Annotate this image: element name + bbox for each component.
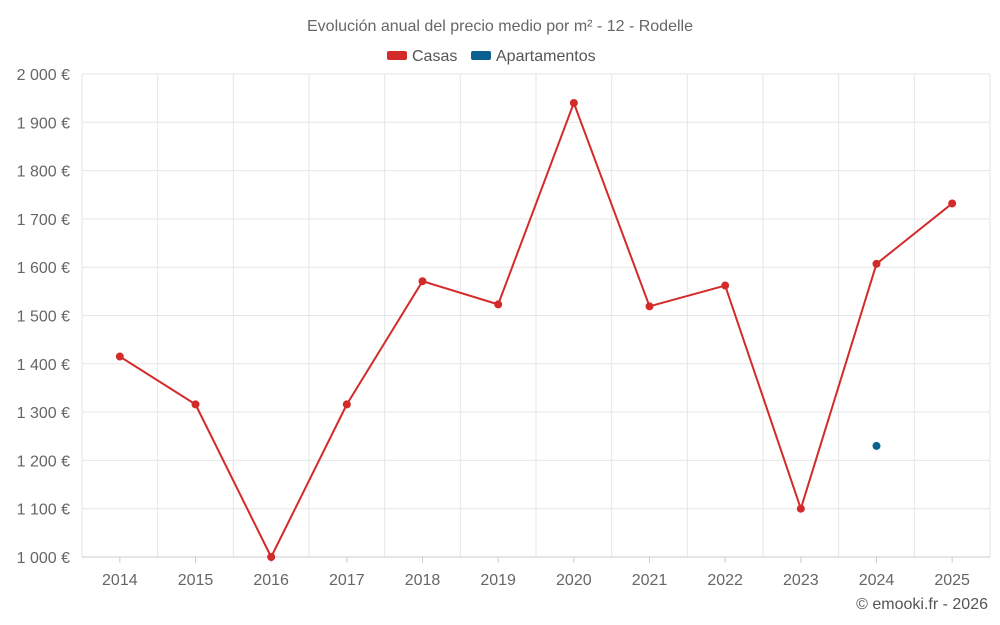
series [115,98,957,561]
legend-label-casas: Casas [412,48,457,65]
y-tick-label: 1 700 € [17,212,70,229]
x-tick-label: 2024 [859,572,895,589]
data-point-casas-2025[interactable] [948,199,957,208]
series-line-casas [119,101,953,558]
data-point-casas-2021[interactable] [645,302,654,311]
x-tick-label: 2019 [480,572,516,589]
y-tick-label: 1 000 € [17,550,70,567]
legend-swatch-apartamentos [471,51,491,60]
series-apartamentos [872,441,881,450]
axes: 1 000 € 1 100 € 1 200 € 1 300 € 1 400 € 1 500… [17,67,990,589]
legend-swatch-casas [387,51,407,60]
data-point-casas-2023[interactable] [796,504,805,513]
x-tick-label: 2022 [707,572,743,589]
data-point-casas-2022[interactable] [721,281,730,290]
x-tick-label: 2020 [556,572,592,589]
credit-text: © emooki.fr - 2026 [856,596,988,613]
data-point-casas-2024[interactable] [872,259,881,268]
y-tick-label: 1 800 € [17,164,70,181]
x-tick-label: 2018 [405,572,441,589]
x-tick-label: 2014 [102,572,138,589]
data-point-apartamentos-2024[interactable] [872,441,881,450]
data-point-casas-2015[interactable] [191,400,200,409]
legend[interactable]: Casas Apartamentos [387,48,596,65]
legend-label-apartamentos: Apartamentos [496,48,596,65]
chart-title: Evolución anual del precio medio por m² … [307,18,693,35]
x-tick-label: 2025 [934,572,970,589]
y-tick-label: 1 500 € [17,309,70,326]
x-tick-label: 2015 [178,572,214,589]
data-point-casas-2018[interactable] [418,277,427,286]
data-point-casas-2019[interactable] [494,300,503,309]
data-point-casas-2017[interactable] [342,400,351,409]
data-point-casas-2016[interactable] [267,553,276,561]
x-tick-label: 2023 [783,572,819,589]
y-tick-label: 1 600 € [17,260,70,277]
y-tick-label: 2 000 € [17,67,70,84]
y-tick-label: 1 900 € [17,115,70,132]
y-tick-label: 1 300 € [17,405,70,422]
y-tick-label: 1 200 € [17,453,70,470]
y-tick-label: 1 400 € [17,357,70,374]
legend-item-apartamentos[interactable]: Apartamentos [471,48,596,65]
data-point-casas-2020[interactable] [569,98,578,107]
x-tick-label: 2016 [253,572,289,589]
grid [81,73,991,557]
legend-item-casas[interactable]: Casas [387,48,457,65]
series-casas [115,98,957,561]
data-point-casas-2014[interactable] [115,352,124,361]
x-tick-label: 2021 [632,572,668,589]
x-tick-label: 2017 [329,572,365,589]
y-tick-label: 1 100 € [17,502,70,519]
